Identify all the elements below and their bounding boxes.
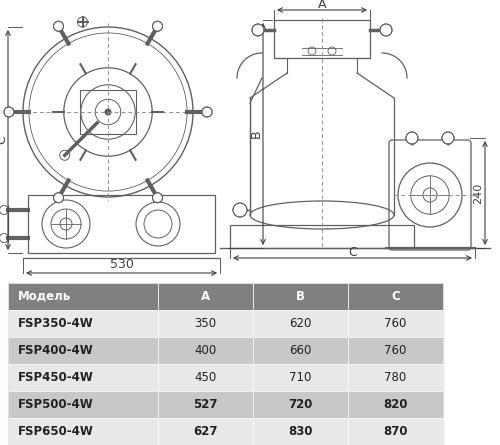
Text: 620: 620 [290,317,312,330]
Text: 720: 720 [288,398,312,411]
Bar [348,391,443,418]
Text: 830: 830 [288,425,313,438]
Text: FSP400-4W: FSP400-4W [18,344,94,357]
Bar [158,283,253,310]
Text: B: B [250,129,262,138]
Circle shape [233,203,247,217]
Bar [348,364,443,391]
Text: A: A [318,0,326,12]
Circle shape [406,132,418,144]
Bar [158,364,253,391]
Circle shape [442,132,454,144]
Text: FSP350-4W: FSP350-4W [18,317,94,330]
Bar [274,20,370,58]
Circle shape [4,107,14,117]
Bar [8,364,158,391]
Bar [348,418,443,445]
Text: B: B [296,290,305,303]
Text: 240: 240 [473,182,483,204]
Text: C: C [348,246,357,259]
Text: 350: 350 [194,317,216,330]
Bar [158,391,253,418]
Circle shape [54,193,64,203]
Text: C: C [391,290,400,303]
Bar [253,418,348,445]
Circle shape [252,24,264,36]
Bar [348,283,443,310]
Bar [230,225,414,248]
Circle shape [105,109,111,115]
Bar [253,310,348,337]
Circle shape [202,107,212,117]
Text: 820: 820 [384,398,408,411]
Bar [8,283,158,310]
Bar [253,364,348,391]
Bar [8,283,443,445]
Bar [385,247,475,248]
Text: A: A [201,290,210,303]
Bar [158,337,253,364]
Bar [158,418,253,445]
Circle shape [152,193,162,203]
Text: 780: 780 [384,371,406,384]
Circle shape [152,21,162,31]
Bar [253,283,348,310]
Bar [80,90,136,134]
Bar [8,418,158,445]
Text: FSP500-4W: FSP500-4W [18,398,94,411]
Bar [348,310,443,337]
Text: C: C [0,136,8,144]
Text: 400: 400 [194,344,216,357]
Bar [8,310,158,337]
Text: 760: 760 [384,317,406,330]
Bar [8,391,158,418]
Text: 530: 530 [110,259,134,271]
Bar [348,337,443,364]
Text: 627: 627 [193,425,218,438]
Text: 710: 710 [290,371,312,384]
Text: 870: 870 [384,425,408,438]
Bar [253,391,348,418]
Text: 450: 450 [194,371,216,384]
Text: 527: 527 [193,398,218,411]
Bar [158,310,253,337]
Bar [253,337,348,364]
Text: 760: 760 [384,344,406,357]
Text: 660: 660 [290,344,312,357]
Bar [28,195,215,253]
Circle shape [380,24,392,36]
Bar [8,337,158,364]
Text: FSP450-4W: FSP450-4W [18,371,94,384]
Text: FSP650-4W: FSP650-4W [18,425,94,438]
Circle shape [54,21,64,31]
Text: Модель: Модель [18,290,72,303]
